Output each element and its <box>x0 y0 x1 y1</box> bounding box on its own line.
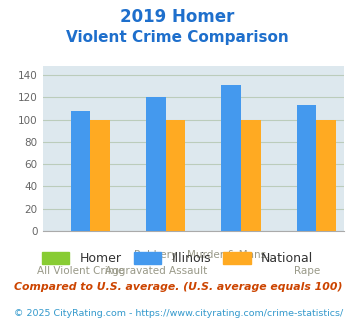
Text: Murder & Mans...: Murder & Mans... <box>187 250 276 260</box>
Bar <box>71 111 90 231</box>
Bar <box>165 119 185 231</box>
Bar <box>222 85 241 231</box>
Text: Aggravated Assault: Aggravated Assault <box>105 266 207 276</box>
Bar <box>241 119 261 231</box>
Text: 2019 Homer: 2019 Homer <box>120 8 235 26</box>
Text: Compared to U.S. average. (U.S. average equals 100): Compared to U.S. average. (U.S. average … <box>14 282 343 292</box>
Text: Violent Crime Comparison: Violent Crime Comparison <box>66 30 289 45</box>
Text: © 2025 CityRating.com - https://www.cityrating.com/crime-statistics/: © 2025 CityRating.com - https://www.city… <box>14 309 343 317</box>
Bar <box>146 97 165 231</box>
Bar <box>316 119 336 231</box>
Text: Rape: Rape <box>294 266 320 276</box>
Bar <box>90 119 110 231</box>
Bar <box>297 105 316 231</box>
Text: Robbery: Robbery <box>134 250 177 260</box>
Text: All Violent Crime: All Violent Crime <box>37 266 124 276</box>
Legend: Homer, Illinois, National: Homer, Illinois, National <box>37 247 318 270</box>
